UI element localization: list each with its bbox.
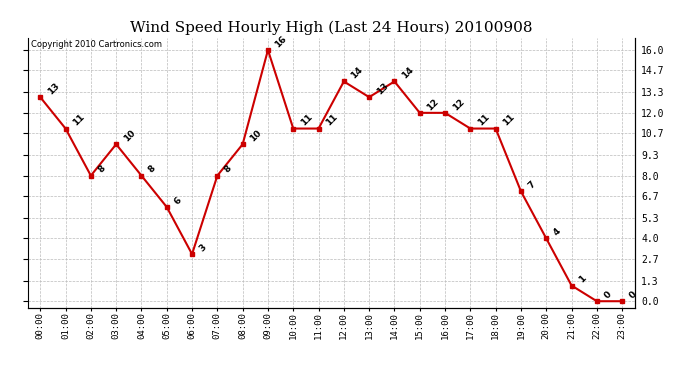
Text: 0: 0 [628,290,638,300]
Text: 11: 11 [299,112,314,128]
Text: 11: 11 [71,112,86,128]
Text: 16: 16 [273,34,288,49]
Text: 13: 13 [375,81,390,96]
Text: 8: 8 [97,164,107,175]
Text: 14: 14 [400,65,415,81]
Text: 10: 10 [121,128,137,144]
Text: 7: 7 [526,180,538,190]
Text: 4: 4 [552,227,562,238]
Text: 10: 10 [248,128,264,144]
Text: 3: 3 [197,243,208,254]
Text: 12: 12 [425,97,440,112]
Text: 11: 11 [324,112,339,128]
Text: 12: 12 [451,97,466,112]
Text: 11: 11 [476,112,491,128]
Text: 0: 0 [602,290,613,300]
Text: 8: 8 [147,164,158,175]
Text: 1: 1 [577,274,588,285]
Text: 11: 11 [501,112,516,128]
Text: 6: 6 [172,195,183,206]
Text: Copyright 2010 Cartronics.com: Copyright 2010 Cartronics.com [30,40,161,49]
Text: 8: 8 [223,164,234,175]
Text: 13: 13 [46,81,61,96]
Title: Wind Speed Hourly High (Last 24 Hours) 20100908: Wind Speed Hourly High (Last 24 Hours) 2… [130,21,533,35]
Text: 14: 14 [349,65,365,81]
